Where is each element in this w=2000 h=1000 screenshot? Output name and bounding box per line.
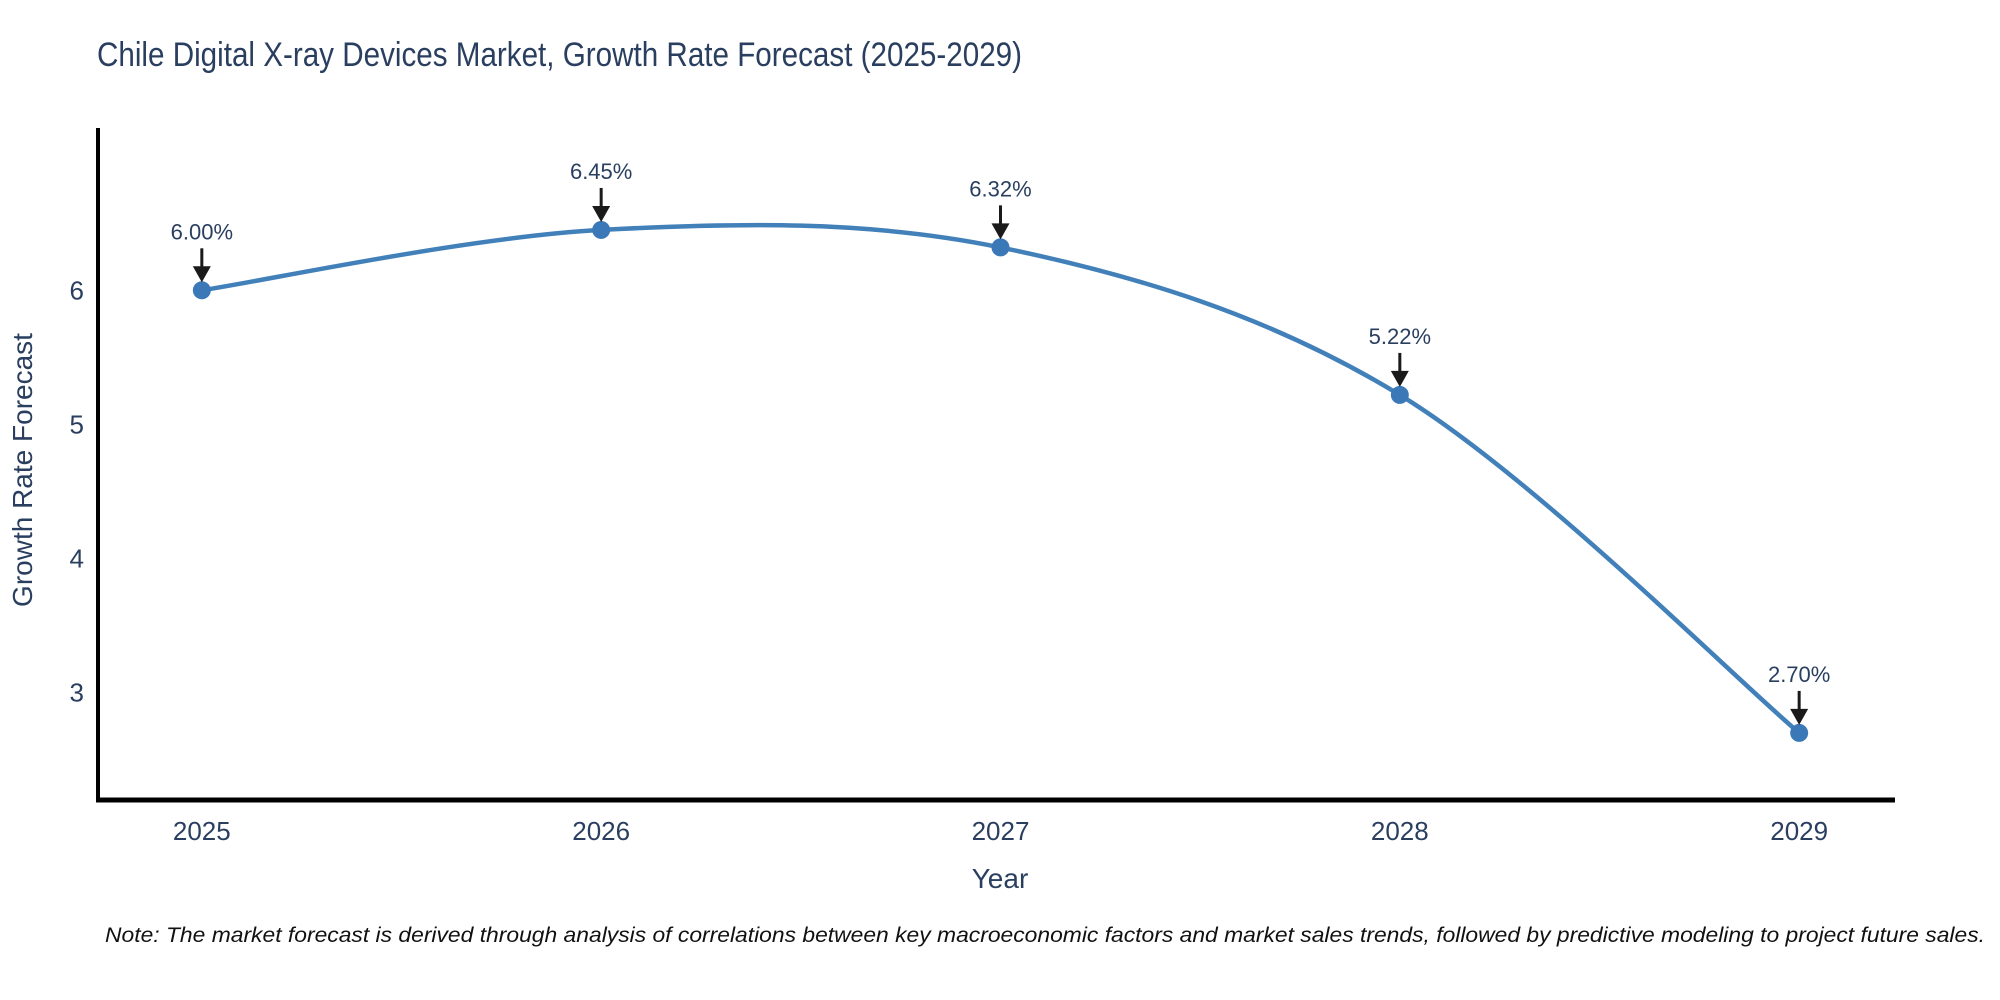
y-tick-label: 4 [70, 544, 84, 574]
annotation-arrowhead-icon [592, 205, 611, 222]
data-point-marker[interactable] [1390, 385, 1409, 404]
x-tick-label: 2026 [572, 816, 630, 846]
y-tick-label: 3 [70, 678, 84, 708]
data-point-marker[interactable] [991, 238, 1010, 257]
annotation-arrowhead-icon [1790, 708, 1809, 725]
x-tick-label: 2025 [173, 816, 231, 846]
annotation-label: 5.22% [1369, 324, 1431, 349]
annotation-label: 6.45% [570, 159, 632, 184]
x-tick-label: 2029 [1770, 816, 1828, 846]
plot-area: 3 4 5 6 2025 2026 2027 2028 2029 6.00% 6.45% 6.32% 5… [70, 128, 1895, 846]
annotation-label: 6.00% [171, 219, 233, 244]
footnote: Note: The market forecast is derived thr… [105, 924, 1985, 947]
y-tick-label: 6 [70, 275, 84, 305]
data-point-marker[interactable] [192, 281, 211, 300]
annotation-arrowhead-icon [1390, 370, 1409, 387]
x-axis-title: Year [972, 863, 1029, 894]
x-tick-label: 2028 [1371, 816, 1429, 846]
y-tick-label: 5 [70, 409, 84, 439]
data-point-marker[interactable] [1790, 723, 1809, 742]
annotation-arrowhead-icon [192, 266, 211, 283]
x-tick-label: 2027 [972, 816, 1030, 846]
chart-title: Chile Digital X-ray Devices Market, Grow… [97, 36, 1022, 74]
data-point-marker[interactable] [592, 220, 611, 239]
annotation-arrowhead-icon [991, 223, 1010, 240]
annotation-label: 6.32% [969, 176, 1031, 201]
y-axis-title: Growth Rate Forecast [7, 333, 38, 607]
annotation-label: 2.70% [1768, 662, 1830, 687]
